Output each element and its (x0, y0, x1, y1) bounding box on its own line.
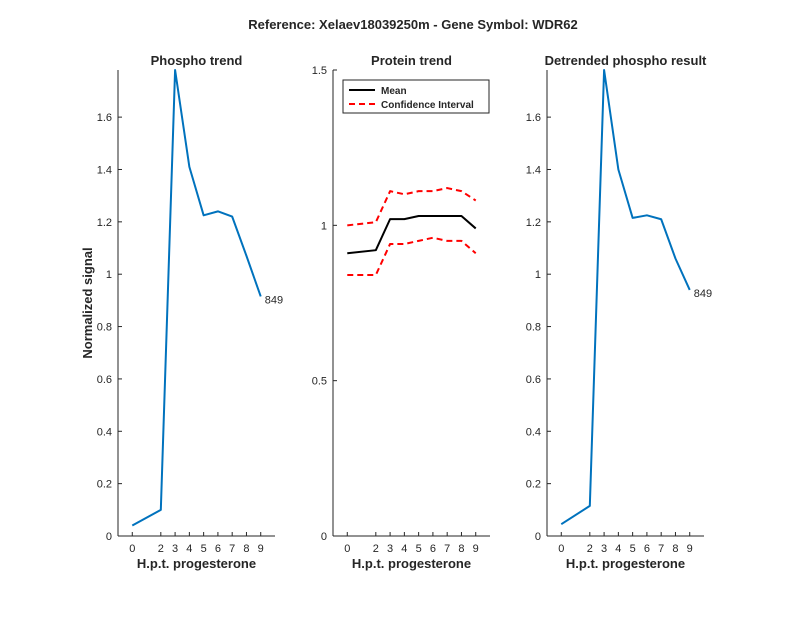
panel2-y-tick-label: 1.5 (312, 65, 327, 77)
panel1-y-tick-label: 1.6 (97, 112, 112, 124)
panel3-x-tick-label: 4 (615, 543, 621, 555)
panel2-x-tick-label: 2 (373, 543, 379, 555)
panel1-x-tick-label: 7 (229, 543, 235, 555)
panel1-x-tick-label: 0 (129, 543, 135, 555)
panel1-y-tick-label: 0 (106, 531, 112, 543)
panel1-y-tick-label: 0.4 (97, 426, 112, 438)
panel2-legend-label-2: Confidence Interval (381, 100, 474, 111)
panel2-series-line-2 (347, 187, 477, 227)
panel3-x-tick-label: 7 (658, 543, 664, 555)
panel3-y-tick-label: 0.6 (526, 374, 541, 386)
panel3-y-tick-label: 0 (535, 531, 541, 543)
panel3-title: Detrended phospho result (545, 53, 707, 68)
figure-title: Reference: Xelaev18039250m - Gene Symbol… (248, 17, 578, 32)
panel3-x-tick-label: 3 (601, 543, 607, 555)
panel2-x-tick-label: 0 (344, 543, 350, 555)
panel3-y-tick-label: 1.4 (526, 164, 541, 176)
panel3-x-tick-label: 2 (587, 543, 593, 555)
panel3-point-annotation: 849 (694, 288, 712, 300)
panel3-y-tick-label: 1 (535, 269, 541, 281)
panel2-x-tick-label: 9 (473, 543, 479, 555)
panel1-y-tick-label: 1.4 (97, 164, 112, 176)
panel3-y-tick-label: 1.2 (526, 217, 541, 229)
panel1-y-tick-label: 0.6 (97, 374, 112, 386)
panel3-x-tick-label: 6 (644, 543, 650, 555)
panel1-x-tick-label: 5 (201, 543, 207, 555)
panel1-y-tick-label: 0.8 (97, 322, 112, 334)
panel2-x-tick-label: 5 (416, 543, 422, 555)
panel2-x-tick-label: 6 (430, 543, 436, 555)
panel3-x-label: H.p.t. progesterone (566, 556, 685, 571)
panel1-y-tick-label: 1 (106, 269, 112, 281)
panel2-x-tick-label: 7 (444, 543, 450, 555)
panel3-x-tick-label: 8 (672, 543, 678, 555)
panel3-y-tick-label: 0.4 (526, 426, 541, 438)
panel2-title: Protein trend (371, 53, 452, 68)
panel2-y-tick-label: 1 (321, 220, 327, 232)
panel3-series-line-1 (560, 69, 691, 526)
panel2-legend-label-1: Mean (381, 86, 407, 97)
panel3-y-tick-label: 0.2 (526, 479, 541, 491)
panel1-series-line-1 (131, 69, 262, 527)
panel2-y-tick-label: 0.5 (312, 376, 327, 388)
panel2-x-tick-label: 3 (387, 543, 393, 555)
panel1-x-tick-label: 8 (243, 543, 249, 555)
panel1-x-tick-label: 4 (186, 543, 192, 555)
panel1-x-label: H.p.t. progesterone (137, 556, 256, 571)
panel1-title: Phospho trend (151, 53, 243, 68)
panel2-legend-box (342, 79, 490, 114)
panel2-series-line-3 (347, 236, 477, 277)
panel3-y-tick-label: 1.6 (526, 112, 541, 124)
panel1-x-tick-label: 6 (215, 543, 221, 555)
panel2-x-tick-label: 8 (458, 543, 464, 555)
panel1-x-tick-label: 3 (172, 543, 178, 555)
panel2-series-line-1 (347, 215, 477, 255)
panel3-y-tick-label: 0.8 (526, 322, 541, 334)
panel1-y-tick-label: 0.2 (97, 479, 112, 491)
panel1-point-annotation: 849 (265, 294, 283, 306)
panel1-x-tick-label: 2 (158, 543, 164, 555)
panel1-y-label: Normalized signal (80, 247, 95, 358)
panel3-x-tick-label: 5 (630, 543, 636, 555)
panel1-x-tick-label: 9 (258, 543, 264, 555)
panel1-y-tick-label: 1.2 (97, 217, 112, 229)
panel2-x-tick-label: 4 (401, 543, 407, 555)
panel3-x-tick-label: 0 (558, 543, 564, 555)
panel2-x-label: H.p.t. progesterone (352, 556, 471, 571)
panel2-y-tick-label: 0 (321, 531, 327, 543)
panel3-x-tick-label: 9 (687, 543, 693, 555)
